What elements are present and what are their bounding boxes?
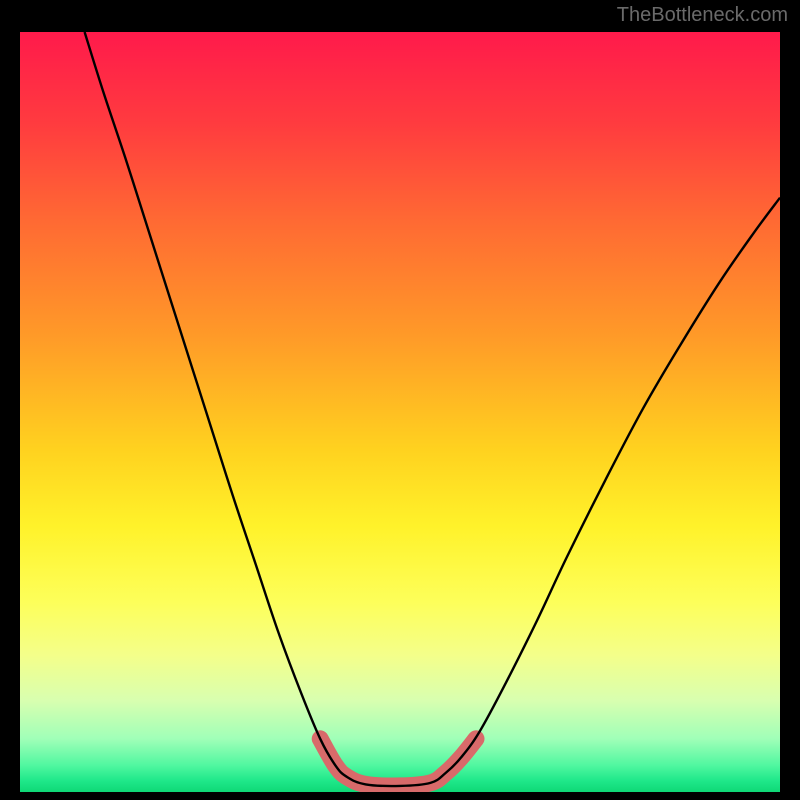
watermark-text: TheBottleneck.com — [617, 4, 788, 27]
curve-overlay — [20, 32, 780, 792]
bottleneck-curve — [85, 32, 780, 786]
chart-frame: TheBottleneck.com — [0, 0, 800, 800]
highlight-segment — [320, 739, 476, 786]
chart-area — [20, 32, 780, 792]
